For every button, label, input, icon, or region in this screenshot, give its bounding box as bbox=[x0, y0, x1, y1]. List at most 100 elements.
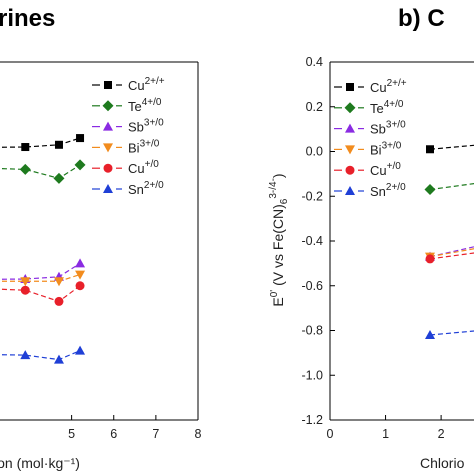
legend-label-sup: 3+/0 bbox=[382, 140, 402, 151]
data-point bbox=[424, 184, 436, 196]
legend-label-sup: +/0 bbox=[145, 159, 160, 170]
series-cu-0 bbox=[426, 144, 474, 154]
legend-marker bbox=[345, 186, 355, 195]
series-te-1 bbox=[0, 159, 86, 184]
series-line bbox=[429, 252, 474, 260]
series-line bbox=[429, 248, 474, 258]
legend-marker bbox=[104, 81, 112, 89]
x-tick-label: 6 bbox=[110, 427, 117, 441]
y-label-main: E bbox=[270, 297, 286, 306]
y-tick-label: -0.8 bbox=[301, 324, 323, 338]
series-te-1 bbox=[424, 183, 474, 196]
legend-label: Cu2+/+ bbox=[128, 76, 165, 93]
x-tick-label: 7 bbox=[152, 427, 159, 441]
y-tick-label: 0.4 bbox=[306, 55, 323, 69]
left-plot-area: 5 6 7 8 Cu2+/+ Te4+/0 Sb3+/0 Bi3+/0 Cu+/0 Sn2+/0… bbox=[0, 61, 202, 471]
legend-marker bbox=[346, 83, 354, 91]
data-point bbox=[54, 296, 64, 306]
data-point bbox=[53, 172, 65, 184]
series-bi-3 bbox=[0, 270, 86, 287]
x-tick-label: 0 bbox=[327, 427, 334, 441]
legend-label-sup: 4+/0 bbox=[384, 99, 404, 110]
legend-marker bbox=[345, 123, 355, 133]
left-series-group bbox=[0, 134, 86, 364]
legend-label-sup: +/0 bbox=[387, 161, 402, 172]
data-point bbox=[75, 270, 86, 280]
series-sb-2 bbox=[0, 258, 86, 284]
x-tick-label: 5 bbox=[68, 427, 75, 441]
data-point bbox=[75, 281, 85, 291]
series-cu-4 bbox=[0, 281, 85, 306]
series-line bbox=[429, 183, 474, 191]
right-series-group bbox=[424, 144, 474, 339]
data-point bbox=[75, 345, 86, 355]
legend-marker bbox=[344, 102, 356, 114]
series-line bbox=[429, 144, 474, 150]
legend-label: Sn2+/0 bbox=[370, 182, 406, 199]
y-tick-label: 0.2 bbox=[306, 100, 323, 114]
right-x-axis-label: Chlorio bbox=[420, 455, 465, 471]
series-cu-0 bbox=[0, 134, 85, 152]
series-line bbox=[429, 330, 474, 336]
y-tick-label: -0.4 bbox=[301, 234, 323, 248]
x-tick-label: 2 bbox=[438, 427, 445, 441]
right-x-ticks: 0 1 2 bbox=[327, 415, 445, 441]
y-label-rest: (V vs Fe(CN) bbox=[270, 204, 286, 290]
left-panel-title: rines bbox=[0, 5, 55, 32]
data-point bbox=[19, 163, 31, 175]
legend-marker bbox=[103, 121, 113, 131]
data-point bbox=[426, 145, 434, 154]
data-point bbox=[20, 285, 30, 295]
right-y-axis-label: E0' (V vs Fe(CN)63-/4-) bbox=[268, 173, 290, 306]
y-label-close: ) bbox=[270, 173, 286, 178]
legend-label-sup: 2+/0 bbox=[144, 180, 164, 191]
right-y-ticks: 0.4 0.2 0.0 -0.2 -0.4 -0.6 -0.8 -1.0 -1.2 bbox=[301, 55, 335, 427]
legend-marker bbox=[103, 163, 113, 173]
legend-marker bbox=[345, 165, 355, 175]
legend-marker bbox=[102, 100, 114, 112]
data-point bbox=[425, 329, 435, 339]
series-line bbox=[0, 262, 81, 280]
legend-label-sup: 3+/0 bbox=[386, 120, 406, 131]
legend-marker bbox=[345, 145, 355, 155]
data-point bbox=[74, 159, 86, 171]
data-point bbox=[75, 258, 86, 268]
data-point bbox=[76, 134, 85, 143]
data-point bbox=[53, 277, 64, 287]
series-sn-5 bbox=[425, 329, 474, 339]
y-label-sup: 0' bbox=[269, 290, 280, 298]
legend-label-sup: 3+/0 bbox=[144, 118, 164, 129]
legend-label: Sb3+/0 bbox=[370, 120, 406, 137]
legend-label: Bi3+/0 bbox=[128, 138, 160, 155]
right-panel-title: b) C bbox=[398, 5, 445, 32]
legend-label: Te4+/0 bbox=[370, 99, 404, 116]
legend-label: Cu2+/+ bbox=[370, 78, 407, 95]
left-x-axis-label: ion (mol·kg⁻¹) bbox=[0, 455, 80, 471]
right-plot-area: 0.4 0.2 0.0 -0.2 -0.4 -0.6 -0.8 -1.0 -1.2 0 1 2 Cu… bbox=[268, 55, 474, 471]
y-tick-label: 0.0 bbox=[306, 145, 323, 159]
series-line bbox=[0, 137, 81, 148]
legend-label-sup: 3+/0 bbox=[140, 138, 160, 149]
data-point bbox=[21, 143, 30, 152]
y-label-sub: 6 bbox=[279, 198, 290, 204]
legend-label-sup: 4+/0 bbox=[142, 97, 162, 108]
y-label-sup2: 3-/4- bbox=[268, 178, 279, 199]
data-point bbox=[54, 140, 63, 149]
series-line bbox=[429, 246, 474, 258]
legend-label-sup: 2+/+ bbox=[387, 78, 407, 89]
legend-label-sup: 2+/0 bbox=[386, 182, 406, 193]
legend-label: Cu+/0 bbox=[370, 161, 401, 178]
legend-label: Sn2+/0 bbox=[128, 180, 164, 197]
series-line bbox=[0, 285, 81, 303]
x-tick-label: 1 bbox=[382, 427, 389, 441]
legend-label: Cu+/0 bbox=[128, 159, 159, 176]
series-line bbox=[0, 350, 81, 361]
y-tick-label: -1.2 bbox=[301, 413, 323, 427]
x-tick-label: 8 bbox=[195, 427, 202, 441]
legend-label-sup: 2+/+ bbox=[145, 76, 165, 87]
data-point bbox=[53, 354, 64, 364]
data-point bbox=[425, 254, 435, 264]
legend-marker bbox=[103, 184, 113, 193]
left-x-ticks: 5 6 7 8 bbox=[68, 415, 202, 441]
